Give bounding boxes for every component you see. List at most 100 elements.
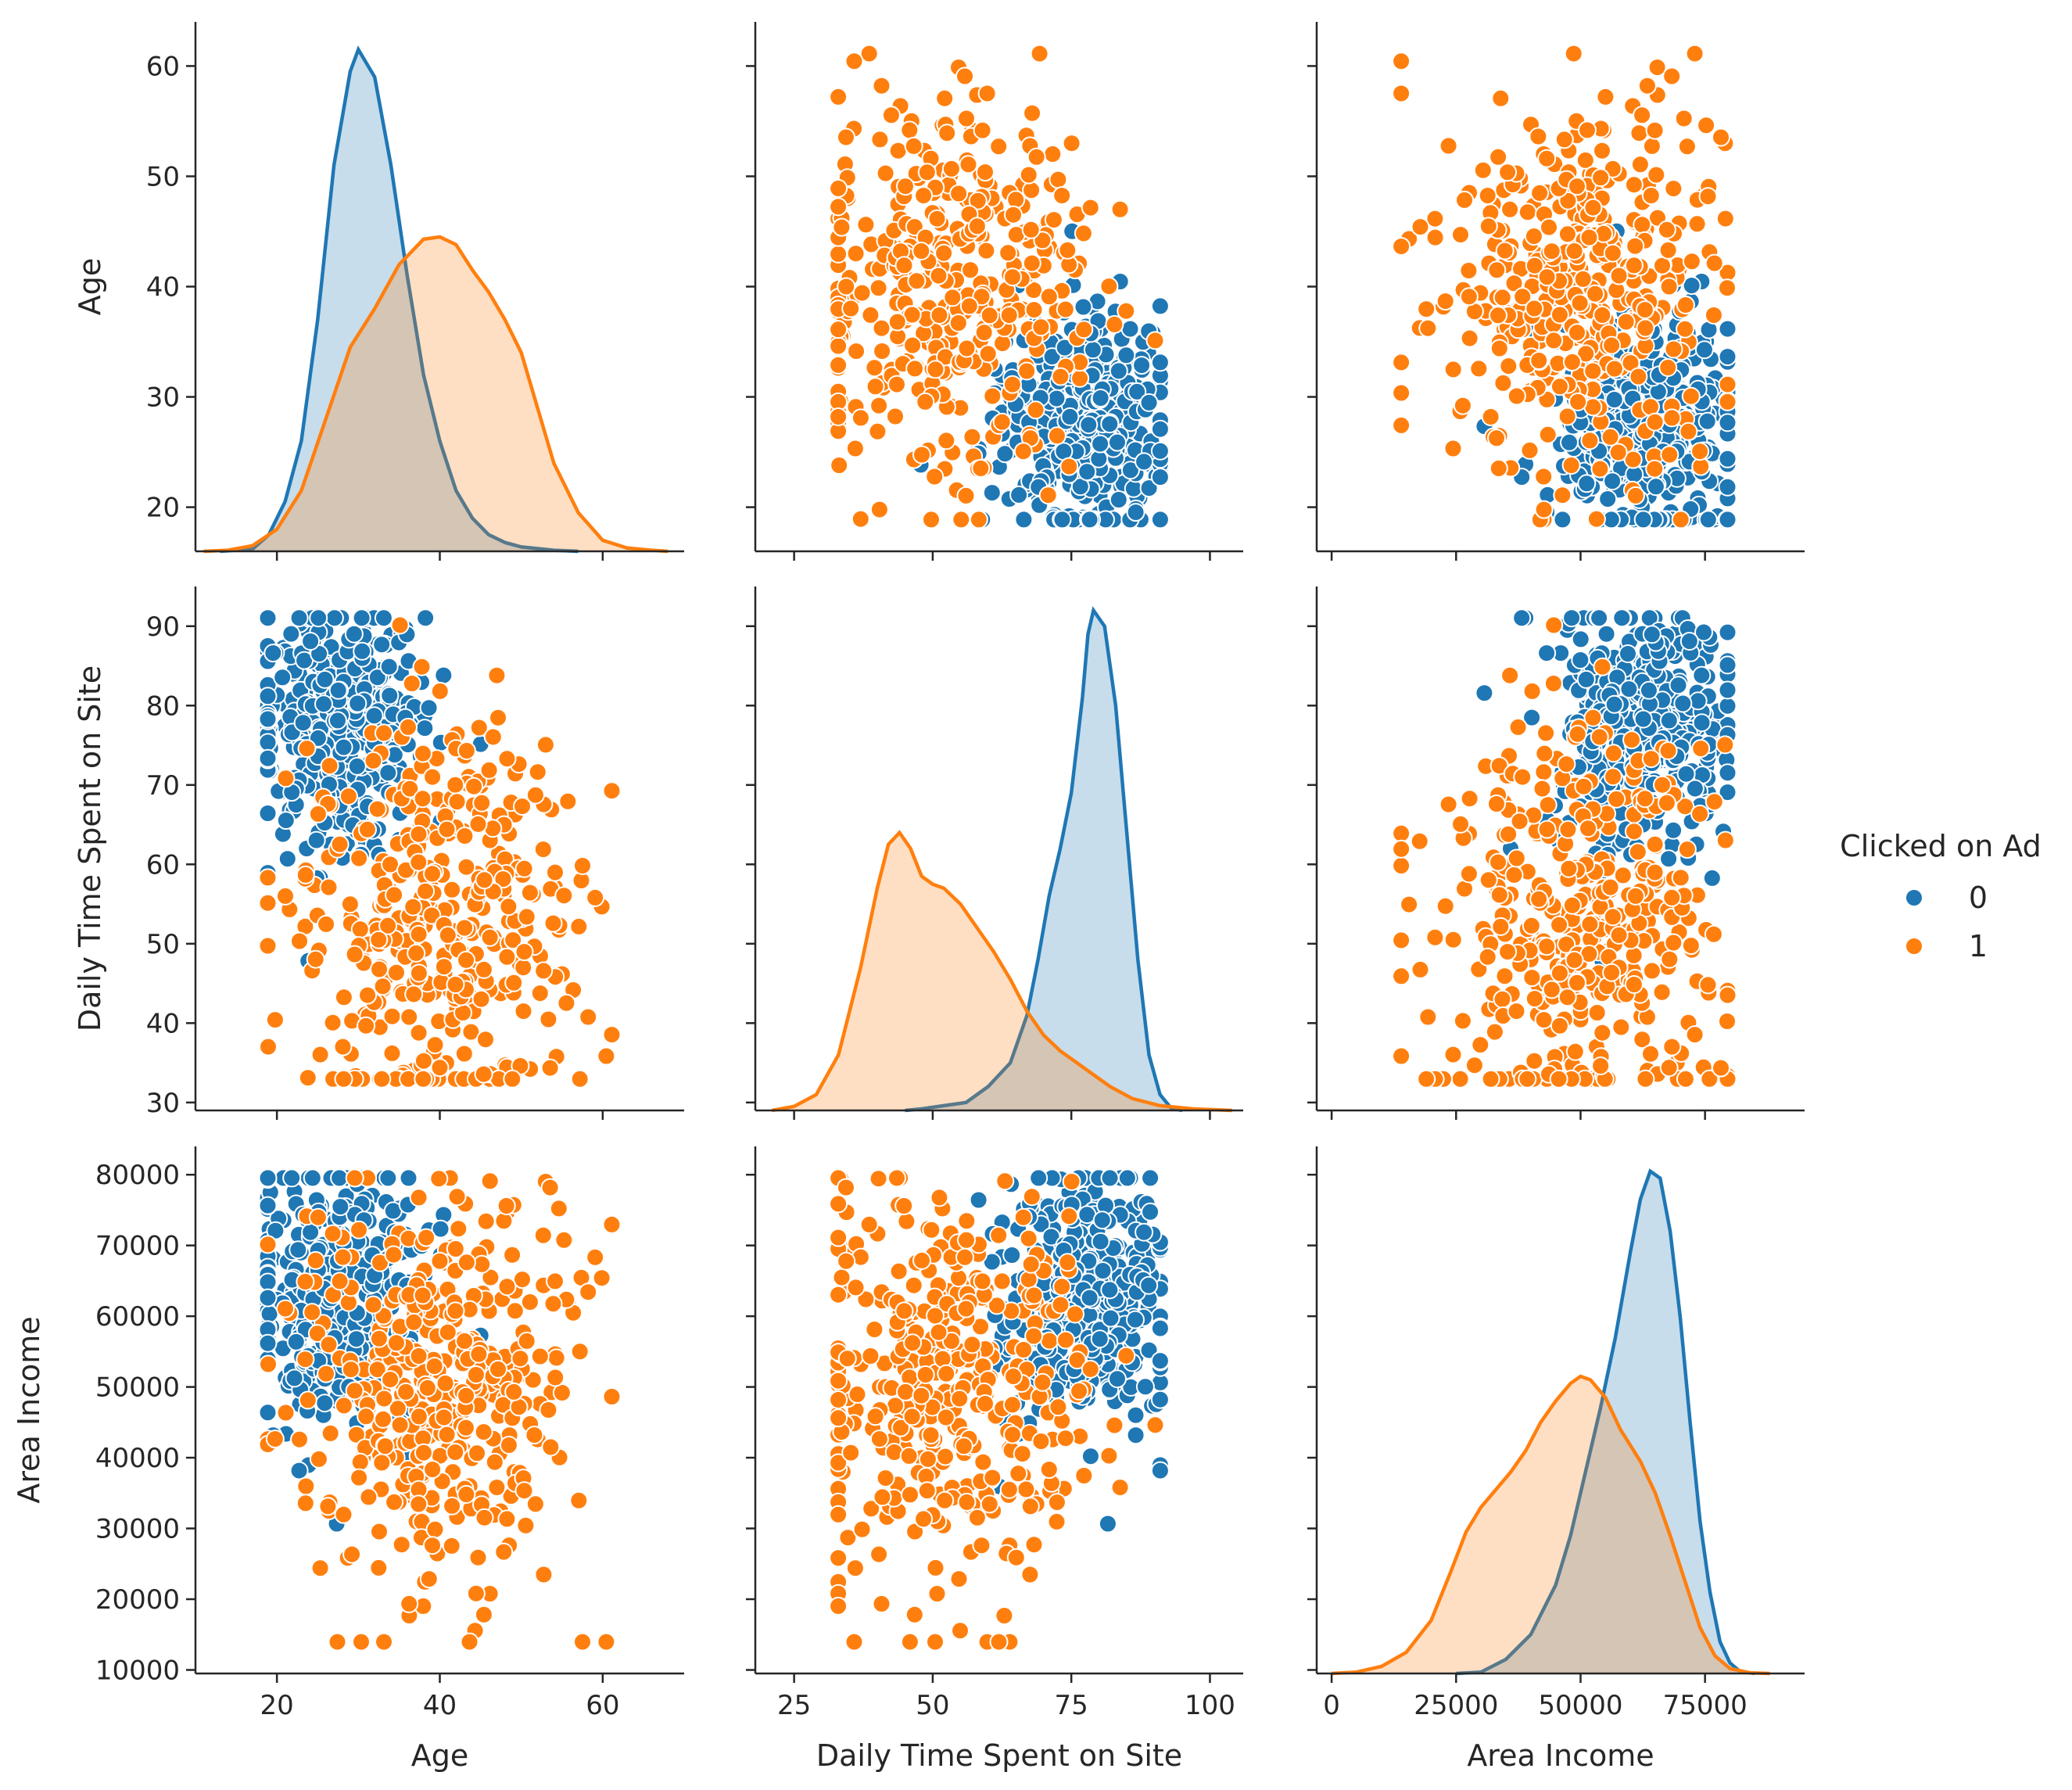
point-1 <box>543 913 563 933</box>
point-1 <box>554 1230 574 1250</box>
point-1 <box>829 197 848 217</box>
point-0 <box>1692 713 1712 733</box>
point-1 <box>1544 331 1564 350</box>
point-1 <box>1580 431 1600 450</box>
point-1 <box>423 1460 443 1480</box>
point-1 <box>372 1453 392 1473</box>
point-1 <box>1603 907 1622 927</box>
point-1 <box>296 1272 315 1291</box>
point-1 <box>341 1360 360 1379</box>
point-0 <box>1080 1288 1099 1308</box>
point-1 <box>1624 822 1644 841</box>
point-1 <box>1052 186 1072 206</box>
y-tick-label: 90 <box>146 612 180 643</box>
point-1 <box>900 120 919 140</box>
point-1 <box>514 942 534 962</box>
point-1 <box>1471 1035 1490 1055</box>
point-1 <box>539 1401 558 1419</box>
point-1 <box>557 993 576 1013</box>
point-1 <box>1450 1069 1470 1089</box>
point-1 <box>1453 396 1472 415</box>
point-1 <box>1602 335 1622 355</box>
point-0 <box>1718 413 1737 432</box>
point-1 <box>999 1480 1019 1499</box>
point-0 <box>1718 680 1737 700</box>
point-0 <box>1512 608 1532 628</box>
point-1 <box>829 336 848 356</box>
point-1 <box>901 1485 919 1505</box>
point-1 <box>1058 240 1077 260</box>
point-1 <box>1520 440 1540 460</box>
point-0 <box>1718 319 1737 339</box>
point-1 <box>456 1418 475 1437</box>
point-1 <box>438 1322 457 1342</box>
point-0 <box>1126 1405 1145 1425</box>
point-1 <box>904 1275 923 1295</box>
point-1 <box>868 421 887 441</box>
point-1 <box>297 739 317 759</box>
point-1 <box>870 130 890 149</box>
point-1 <box>464 777 484 796</box>
point-1 <box>1705 792 1724 812</box>
point-1 <box>1499 824 1518 844</box>
point-1 <box>308 1207 328 1227</box>
point-0 <box>379 657 399 676</box>
point-1 <box>357 1016 376 1035</box>
point-1 <box>865 358 884 378</box>
x-tick-label: 60 <box>586 1690 619 1721</box>
point-1 <box>602 1214 622 1234</box>
point-1 <box>1580 914 1600 934</box>
point-1 <box>1453 1011 1472 1031</box>
point-0 <box>372 635 392 655</box>
point-1 <box>1081 1359 1100 1379</box>
point-1 <box>1605 359 1624 378</box>
point-1 <box>471 989 491 1009</box>
point-1 <box>1525 1051 1544 1071</box>
point-0 <box>1109 361 1128 381</box>
point-1 <box>514 958 533 978</box>
legend-label-1: 1 <box>1969 929 1988 963</box>
point-1 <box>296 1350 315 1369</box>
point-1 <box>404 985 424 1004</box>
point-1 <box>1685 1025 1705 1045</box>
point-1 <box>425 1519 445 1539</box>
point-1 <box>955 66 974 86</box>
point-1 <box>1487 795 1506 813</box>
point-1 <box>359 1487 378 1507</box>
point-1 <box>1529 889 1549 909</box>
point-1 <box>971 458 991 478</box>
point-1 <box>998 243 1018 263</box>
point-1 <box>1425 927 1445 947</box>
point-1 <box>547 1348 566 1368</box>
point-1 <box>837 277 856 296</box>
point-0 <box>301 632 321 651</box>
point-1 <box>400 1594 419 1613</box>
point-1 <box>1653 256 1672 275</box>
kde-fill-0 <box>220 49 579 552</box>
panel-0-1 <box>746 22 1243 561</box>
point-1 <box>1500 199 1520 219</box>
point-1 <box>536 735 555 755</box>
point-1 <box>499 1436 518 1455</box>
point-1 <box>412 657 432 676</box>
point-1 <box>414 1443 433 1462</box>
point-1 <box>449 1219 468 1239</box>
point-1 <box>972 287 991 307</box>
point-1 <box>903 1333 923 1353</box>
point-1 <box>369 1558 389 1577</box>
point-1 <box>1642 961 1662 981</box>
kde-line-0 <box>220 45 579 554</box>
point-1 <box>1410 831 1429 851</box>
point-1 <box>1002 1395 1022 1415</box>
point-1 <box>390 615 410 635</box>
point-1 <box>1030 44 1049 63</box>
point-1 <box>1491 88 1511 108</box>
point-0 <box>1126 1310 1145 1329</box>
point-1 <box>1392 823 1411 843</box>
point-1 <box>430 681 450 701</box>
point-1 <box>936 1408 955 1427</box>
point-1 <box>957 1211 977 1231</box>
point-1 <box>554 886 574 906</box>
point-1 <box>1504 865 1524 884</box>
